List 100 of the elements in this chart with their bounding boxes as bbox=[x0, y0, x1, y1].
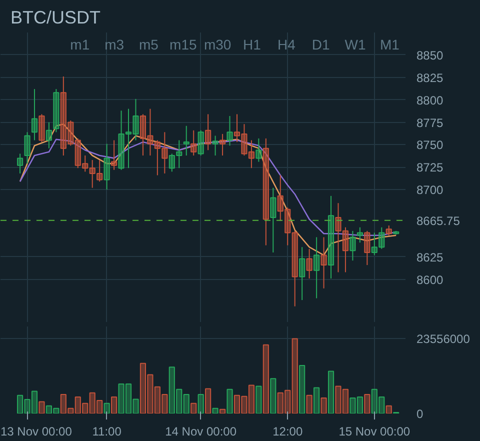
bar bbox=[350, 397, 356, 414]
y-tick-label: 8600 bbox=[416, 272, 444, 287]
annotation: W1 bbox=[344, 36, 366, 52]
bar bbox=[60, 394, 66, 414]
candlestick bbox=[328, 195, 334, 280]
candlestick bbox=[335, 202, 342, 273]
candlestick bbox=[350, 230, 356, 262]
bar bbox=[183, 394, 190, 414]
candlestick bbox=[320, 236, 327, 289]
candlestick bbox=[284, 207, 291, 246]
candlestick bbox=[111, 140, 118, 170]
bar bbox=[262, 344, 269, 414]
annotation: D1 bbox=[312, 36, 330, 52]
bar bbox=[198, 394, 204, 414]
bar bbox=[104, 402, 110, 414]
candlestick bbox=[176, 140, 182, 169]
y-tick-label: 8825 bbox=[416, 70, 444, 85]
bar bbox=[356, 396, 363, 414]
candlestick bbox=[96, 159, 103, 182]
y-tick-label: 8800 bbox=[416, 93, 444, 108]
candlestick bbox=[386, 225, 392, 236]
candlestick bbox=[212, 135, 218, 156]
bar bbox=[284, 390, 291, 414]
bar bbox=[277, 392, 284, 414]
candlestick bbox=[16, 153, 24, 174]
candlestick bbox=[364, 230, 370, 266]
bar bbox=[162, 394, 168, 414]
candlestick bbox=[140, 114, 146, 156]
bar bbox=[386, 405, 392, 414]
candlestick bbox=[277, 174, 284, 222]
bar bbox=[292, 338, 298, 414]
bar bbox=[234, 394, 240, 414]
candlestick bbox=[393, 230, 400, 236]
bar bbox=[212, 408, 218, 414]
bar bbox=[371, 388, 378, 414]
candlestick bbox=[342, 226, 349, 273]
bar bbox=[219, 408, 226, 414]
x-tick-label: 14 Nov 00:00 bbox=[165, 424, 237, 438]
candlestick bbox=[60, 76, 66, 156]
bar bbox=[31, 390, 38, 414]
bar bbox=[125, 383, 132, 414]
candlestick bbox=[262, 138, 269, 246]
bar bbox=[226, 388, 233, 414]
candlestick bbox=[53, 88, 60, 133]
annotation: M1 bbox=[380, 36, 400, 52]
x-tick-label: 12:00 bbox=[272, 424, 303, 438]
bar bbox=[176, 388, 182, 414]
bar bbox=[306, 394, 312, 414]
y-tick-label: 8625 bbox=[416, 250, 444, 264]
y-tick-label: 8775 bbox=[416, 116, 444, 130]
bar bbox=[205, 388, 212, 414]
bar bbox=[68, 408, 74, 414]
bar bbox=[118, 383, 124, 414]
candlestick bbox=[256, 138, 262, 162]
candlestick bbox=[154, 140, 160, 176]
candlestick bbox=[147, 108, 154, 156]
candlestick bbox=[74, 138, 81, 169]
annotation: H4 bbox=[277, 36, 296, 52]
y-tick-label: 8725 bbox=[416, 160, 444, 175]
candlestick bbox=[299, 246, 306, 301]
candlestick bbox=[371, 232, 378, 256]
y-tick-label: 8700 bbox=[416, 183, 444, 198]
y-tick-label: 0 bbox=[416, 407, 424, 421]
annotation: m15 bbox=[170, 36, 197, 52]
bar bbox=[328, 370, 334, 414]
candlestick bbox=[104, 143, 110, 190]
bar bbox=[256, 386, 262, 414]
annotation: m3 bbox=[104, 36, 124, 52]
bar bbox=[38, 401, 45, 414]
y-tick-label: 23556000 bbox=[416, 332, 470, 346]
candlestick bbox=[190, 130, 197, 156]
candlestick bbox=[89, 159, 96, 188]
candlestick bbox=[82, 155, 88, 172]
bar bbox=[320, 397, 327, 414]
x-tick-label: 13 Nov 00:00 bbox=[0, 424, 72, 438]
bar bbox=[74, 396, 81, 414]
candlestick bbox=[168, 153, 175, 172]
annotation: m30 bbox=[204, 36, 232, 52]
candlestick bbox=[24, 132, 30, 164]
annotation: m1 bbox=[70, 36, 90, 52]
bar bbox=[96, 400, 103, 414]
candlestick bbox=[314, 236, 320, 299]
bar bbox=[89, 392, 96, 414]
bar bbox=[82, 402, 88, 414]
x-tick-label: 11:00 bbox=[92, 424, 122, 438]
bar bbox=[140, 362, 146, 414]
bar bbox=[168, 366, 175, 414]
candlestick bbox=[183, 125, 190, 156]
chart-title: BTC/USDT bbox=[10, 8, 101, 28]
candlestick bbox=[38, 114, 45, 143]
candlestick bbox=[292, 230, 298, 307]
candlestick bbox=[205, 114, 212, 151]
bar bbox=[248, 384, 254, 414]
candlestick bbox=[234, 114, 240, 143]
candlestick bbox=[226, 116, 233, 146]
bar bbox=[147, 374, 154, 414]
bar bbox=[154, 386, 160, 414]
candlestick bbox=[125, 108, 132, 169]
bar bbox=[342, 388, 349, 414]
bar bbox=[46, 405, 52, 414]
